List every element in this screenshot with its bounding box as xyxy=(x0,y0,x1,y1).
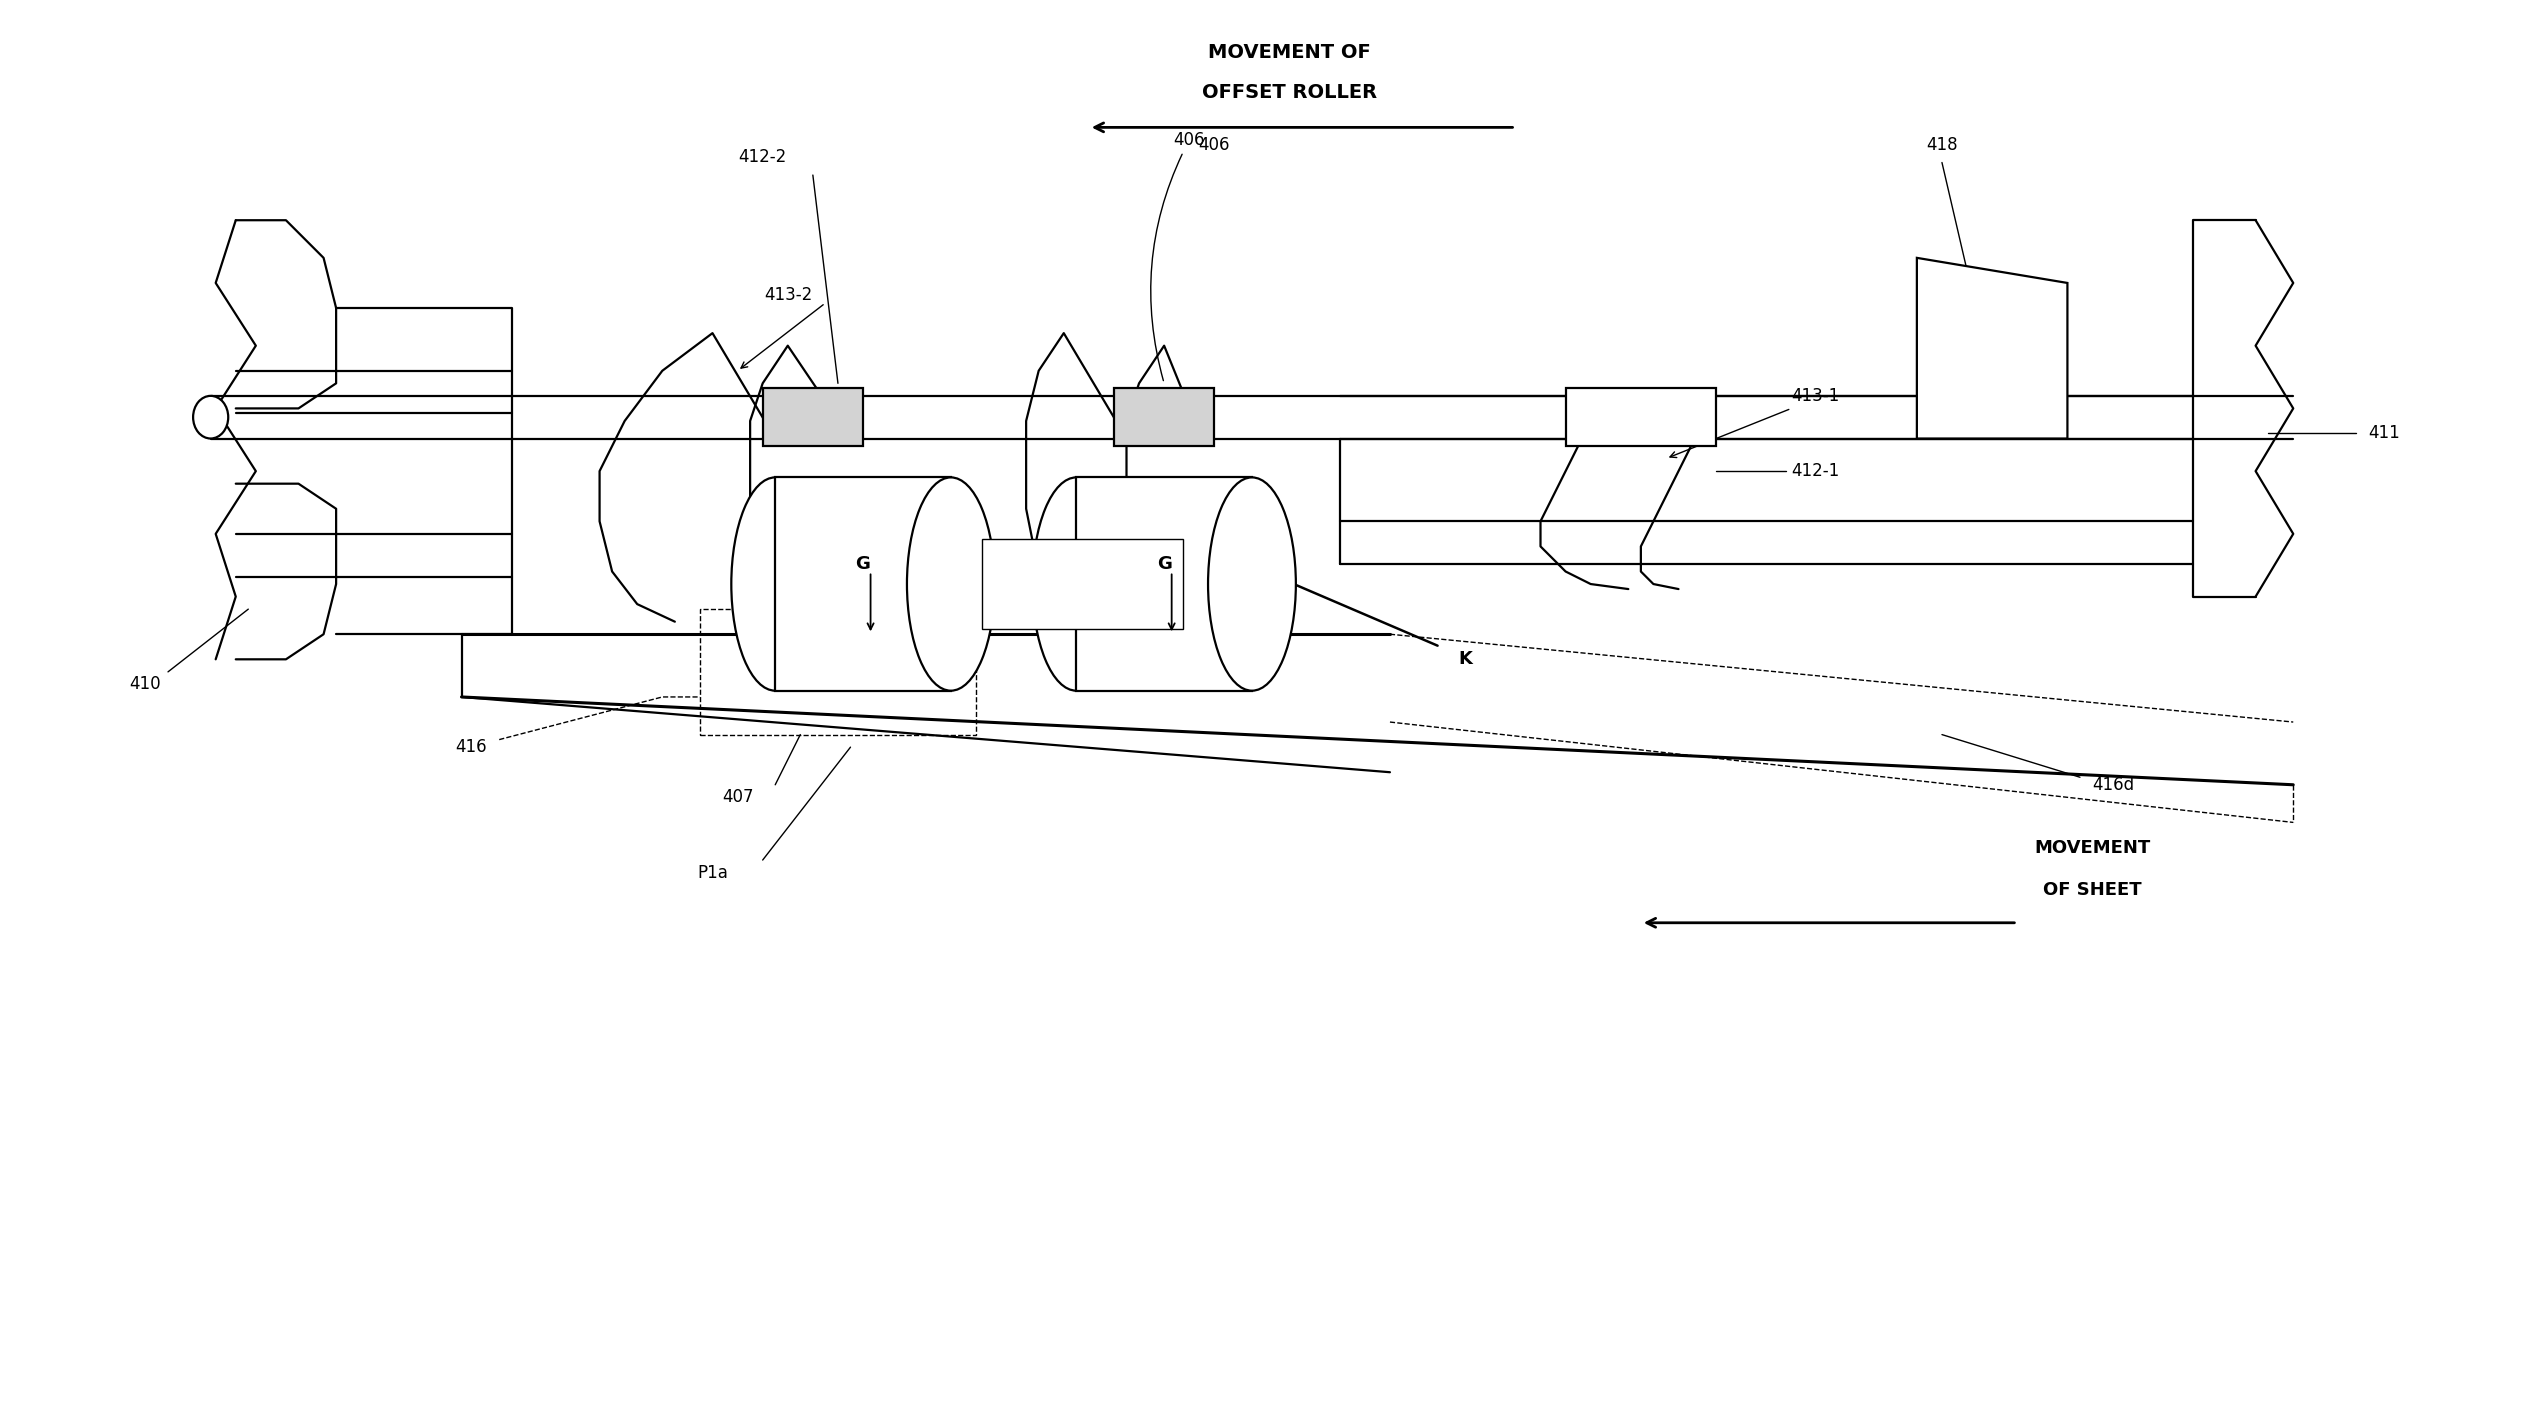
Text: K: K xyxy=(1459,650,1472,668)
Text: 412-1: 412-1 xyxy=(1791,463,1839,480)
Bar xyxy=(981,539,1184,629)
Text: 406: 406 xyxy=(1151,131,1204,380)
Text: 407: 407 xyxy=(721,789,754,806)
Text: 416: 416 xyxy=(455,738,486,756)
Bar xyxy=(776,477,951,691)
Text: 406: 406 xyxy=(1199,136,1229,153)
Text: 411: 411 xyxy=(2370,424,2400,443)
Ellipse shape xyxy=(1032,477,1120,691)
Text: MOVEMENT OF: MOVEMENT OF xyxy=(1209,43,1371,61)
Text: MOVEMENT: MOVEMENT xyxy=(2033,839,2150,857)
Ellipse shape xyxy=(192,396,228,438)
Polygon shape xyxy=(764,389,862,446)
Text: G: G xyxy=(1156,555,1171,573)
Bar xyxy=(1077,477,1252,691)
Polygon shape xyxy=(1113,389,1214,446)
Text: OFFSET ROLLER: OFFSET ROLLER xyxy=(1201,82,1378,102)
Polygon shape xyxy=(1917,258,2066,438)
Bar xyxy=(701,609,976,735)
Text: G: G xyxy=(855,555,870,573)
Text: OF SHEET: OF SHEET xyxy=(2043,881,2142,900)
Text: P1a: P1a xyxy=(698,864,728,881)
Text: 413-1: 413-1 xyxy=(1791,387,1839,404)
Text: 410: 410 xyxy=(129,675,159,694)
Text: 412-2: 412-2 xyxy=(738,149,787,166)
Text: 416d: 416d xyxy=(2091,776,2134,793)
Ellipse shape xyxy=(908,477,994,691)
Text: 418: 418 xyxy=(1927,136,1957,153)
Ellipse shape xyxy=(731,477,819,691)
Polygon shape xyxy=(1565,389,1717,446)
Text: 413-2: 413-2 xyxy=(764,287,812,305)
Ellipse shape xyxy=(1209,477,1295,691)
